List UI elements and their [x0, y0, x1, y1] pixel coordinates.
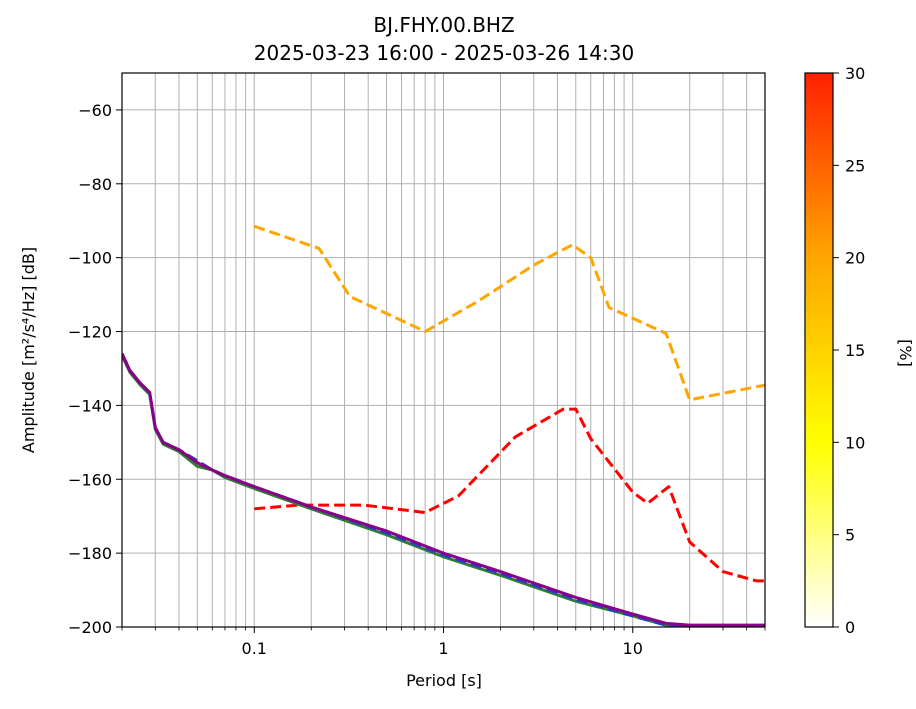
colorbar-gradient — [804, 72, 834, 628]
minor-grid — [121, 73, 766, 627]
colorbar-label: [%] — [896, 339, 915, 367]
x-tick-label: 10 — [623, 639, 643, 658]
series-line-1 — [253, 224, 765, 402]
y-tick-label: −160 — [68, 470, 112, 489]
colorbar-ticks: 0 5 10 15 20 25 30 — [833, 64, 865, 637]
x-axis: 0.1 1 10 — [121, 627, 766, 658]
colorbar-tick-label: 10 — [845, 433, 865, 452]
y-tick-label: −80 — [78, 175, 112, 194]
x-tick-label: 1 — [438, 639, 448, 658]
colorbar-tick-label: 20 — [845, 249, 865, 268]
y-tick-label: −140 — [68, 396, 112, 415]
colorbar-tick-label: 5 — [845, 526, 855, 545]
x-tick-label: 0.1 — [242, 639, 267, 658]
colorbar: 0 5 10 15 20 25 30 [%] — [804, 64, 915, 637]
x-axis-label: Period [s] — [406, 671, 482, 690]
y-axis-label: Amplitude [m²/s⁴/Hz] [dB] — [19, 247, 38, 453]
series-line-2 — [254, 407, 765, 583]
y-tick-label: −180 — [68, 544, 112, 563]
y-tick-label: −60 — [78, 101, 112, 120]
y-tick-label: −120 — [68, 323, 112, 342]
colorbar-tick-label: 25 — [845, 156, 865, 175]
series-layer — [122, 224, 765, 627]
major-grid — [122, 73, 765, 628]
colorbar-tick-label: 30 — [845, 64, 865, 83]
colorbar-tick-label: 0 — [845, 618, 855, 637]
y-axis: −60 −80 −100 −120 −140 −160 −180 −200 — [68, 101, 122, 637]
series-line-5 — [122, 353, 765, 627]
chart-subtitle: 2025-03-23 16:00 - 2025-03-26 14:30 — [254, 41, 634, 65]
colorbar-tick-label: 15 — [845, 341, 865, 360]
y-tick-label: −100 — [68, 249, 112, 268]
chart-title: BJ.FHY.00.BHZ — [373, 13, 514, 37]
y-tick-label: −200 — [68, 618, 112, 637]
